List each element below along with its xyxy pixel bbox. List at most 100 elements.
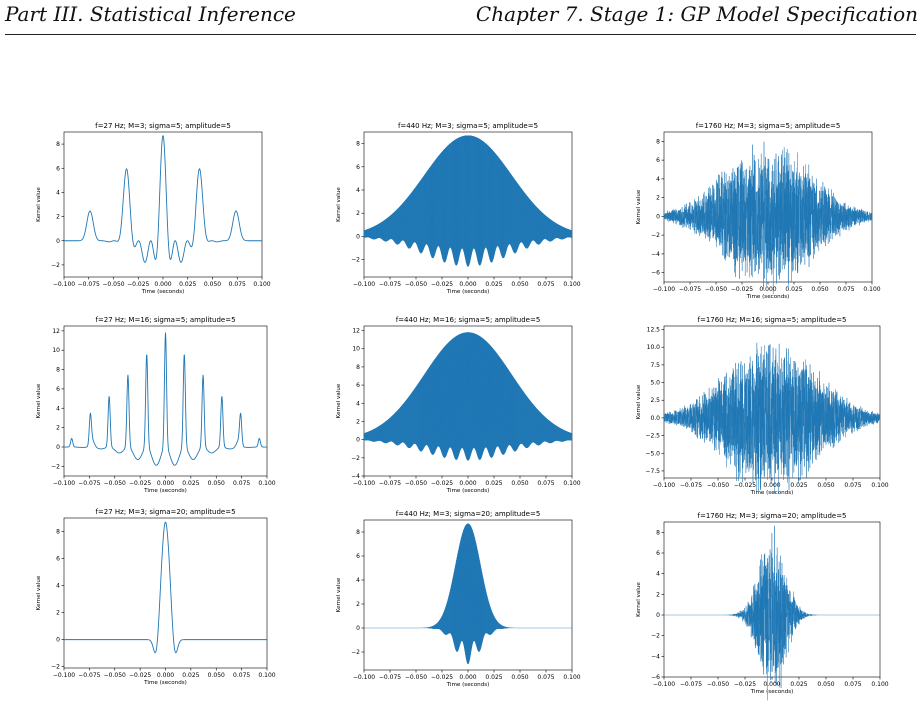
x-tick-label: 0.025 (182, 672, 199, 679)
x-tick-label: −0.100 (653, 286, 675, 293)
y-tick-label: 6 (656, 157, 660, 164)
y-tick-label: 8 (56, 141, 60, 148)
x-tick-label: 0.000 (459, 281, 476, 288)
x-tick-label: 0.100 (871, 681, 888, 688)
x-tick-label: −0.025 (731, 286, 753, 293)
x-tick-label: 0.050 (511, 480, 528, 487)
x-tick-label: −0.100 (653, 681, 675, 688)
y-tick-label: −2 (351, 455, 360, 462)
x-tick-label: −0.025 (431, 480, 453, 487)
y-tick-label: 0 (56, 444, 60, 451)
x-tick-label: 0.000 (759, 286, 776, 293)
x-tick-label: 0.100 (258, 480, 275, 487)
y-tick-label: −5.0 (645, 450, 660, 457)
x-tick-label: 0.025 (785, 286, 802, 293)
x-tick-label: 0.050 (817, 482, 834, 489)
x-tick-label: 0.050 (204, 281, 221, 288)
y-tick-label: 0.0 (650, 415, 660, 422)
x-tick-label: −0.100 (353, 480, 375, 487)
x-axis-label: Time (seconds) (446, 682, 490, 688)
plot-svg: f=1760 Hz; M=16; sigma=5; amplitude=5 −0.… (636, 316, 889, 496)
y-tick-label: 2 (656, 195, 660, 202)
kernel-plot-f440-m3-s20: f=440 Hz; M=3; sigma=20; amplitude=5 −0.1… (330, 506, 581, 696)
y-tick-label: 2.5 (650, 397, 660, 404)
y-tick-label: −2 (651, 232, 660, 239)
y-tick-label: 6 (656, 550, 660, 557)
y-tick-label: 2 (356, 601, 360, 608)
plot-title: f=27 Hz; M=3; sigma=5; amplitude=5 (95, 122, 231, 130)
x-axis-label: Time (seconds) (746, 294, 790, 300)
kernel-series-line (663, 141, 873, 295)
y-tick-label: 4 (356, 577, 360, 584)
plot-title: f=27 Hz; M=3; sigma=20; amplitude=5 (95, 508, 235, 516)
y-tick-label: 8 (56, 529, 60, 536)
y-tick-label: −4 (651, 251, 660, 258)
x-tick-label: −0.075 (679, 286, 701, 293)
plot-frame (63, 517, 268, 669)
x-tick-label: 0.000 (459, 674, 476, 681)
x-tick-label: 0.050 (208, 672, 225, 679)
x-tick-label: −0.075 (680, 482, 702, 489)
x-tick-label: −0.050 (405, 674, 427, 681)
y-tick-label: 0 (656, 213, 660, 220)
y-tick-label: 8 (656, 529, 660, 536)
plot-svg: f=440 Hz; M=3; sigma=5; amplitude=5 −0.10… (336, 122, 581, 295)
x-tick-label: 0.000 (154, 281, 171, 288)
x-tick-label: −0.100 (53, 281, 75, 288)
x-tick-label: −0.025 (129, 480, 151, 487)
kernel-series-line (363, 135, 573, 267)
x-tick-label: −0.050 (405, 281, 427, 288)
y-tick-label: 0 (356, 437, 360, 444)
y-tick-label: 12.5 (647, 327, 661, 334)
y-tick-label: 6 (356, 164, 360, 171)
y-tick-label: 0 (656, 612, 660, 619)
x-tick-label: −0.050 (104, 480, 126, 487)
y-tick-label: 8 (356, 529, 360, 536)
x-tick-label: 0.075 (233, 480, 250, 487)
x-tick-label: −0.100 (653, 482, 675, 489)
kernel-plot-f27-m16-s5: f=27 Hz; M=16; sigma=5; amplitude=5 −0.10… (30, 312, 276, 502)
x-tick-label: 0.075 (537, 281, 554, 288)
x-tick-label: −0.025 (127, 281, 149, 288)
y-axis-label: Kernel value (636, 582, 642, 617)
y-tick-label: −7.5 (645, 468, 660, 475)
x-axis-label: Time (seconds) (446, 488, 490, 494)
x-tick-label: −0.025 (734, 482, 756, 489)
x-tick-label: −0.050 (405, 480, 427, 487)
y-tick-label: 4 (356, 400, 360, 407)
y-tick-label: 8 (56, 367, 60, 374)
y-axis-label: Kernel value (36, 383, 42, 418)
x-tick-label: −0.025 (431, 674, 453, 681)
kernel-plot-f27-m3-s5: f=27 Hz; M=3; sigma=5; amplitude=5 −0.100… (30, 118, 271, 303)
plot-svg: f=440 Hz; M=3; sigma=20; amplitude=5 −0.1… (336, 510, 581, 688)
x-tick-label: 0.000 (763, 482, 780, 489)
y-tick-label: 7.5 (650, 362, 660, 369)
y-tick-label: −2 (651, 633, 660, 640)
y-axis-label: Kernel value (336, 577, 342, 612)
y-tick-label: 0 (356, 625, 360, 632)
y-tick-label: 4 (56, 189, 60, 196)
x-axis-label: Time (seconds) (143, 680, 187, 686)
plot-title: f=440 Hz; M=3; sigma=5; amplitude=5 (398, 122, 538, 130)
y-tick-label: 4 (656, 176, 660, 183)
x-tick-label: 0.075 (233, 672, 250, 679)
y-tick-label: 10 (352, 346, 360, 353)
y-tick-label: 8 (656, 138, 660, 145)
y-tick-label: 5.0 (650, 380, 660, 387)
y-tick-label: 6 (356, 382, 360, 389)
y-tick-label: −2 (351, 649, 360, 656)
plot-title: f=440 Hz; M=16; sigma=5; amplitude=5 (396, 316, 541, 324)
y-tick-label: 2 (56, 425, 60, 432)
plot-svg: f=27 Hz; M=3; sigma=5; amplitude=5 −0.100… (36, 122, 271, 295)
x-tick-label: 0.025 (485, 281, 502, 288)
y-tick-label: 0 (56, 637, 60, 644)
x-tick-label: 0.100 (863, 286, 880, 293)
x-axis-label: Time (seconds) (750, 689, 794, 695)
x-tick-label: 0.000 (459, 480, 476, 487)
plot-title: f=440 Hz; M=3; sigma=20; amplitude=5 (396, 510, 541, 518)
y-tick-label: 0 (356, 233, 360, 240)
plot-title: f=27 Hz; M=16; sigma=5; amplitude=5 (95, 316, 235, 324)
x-tick-label: 0.050 (511, 674, 528, 681)
y-tick-label: 12 (52, 328, 60, 335)
x-tick-label: 0.000 (157, 672, 174, 679)
